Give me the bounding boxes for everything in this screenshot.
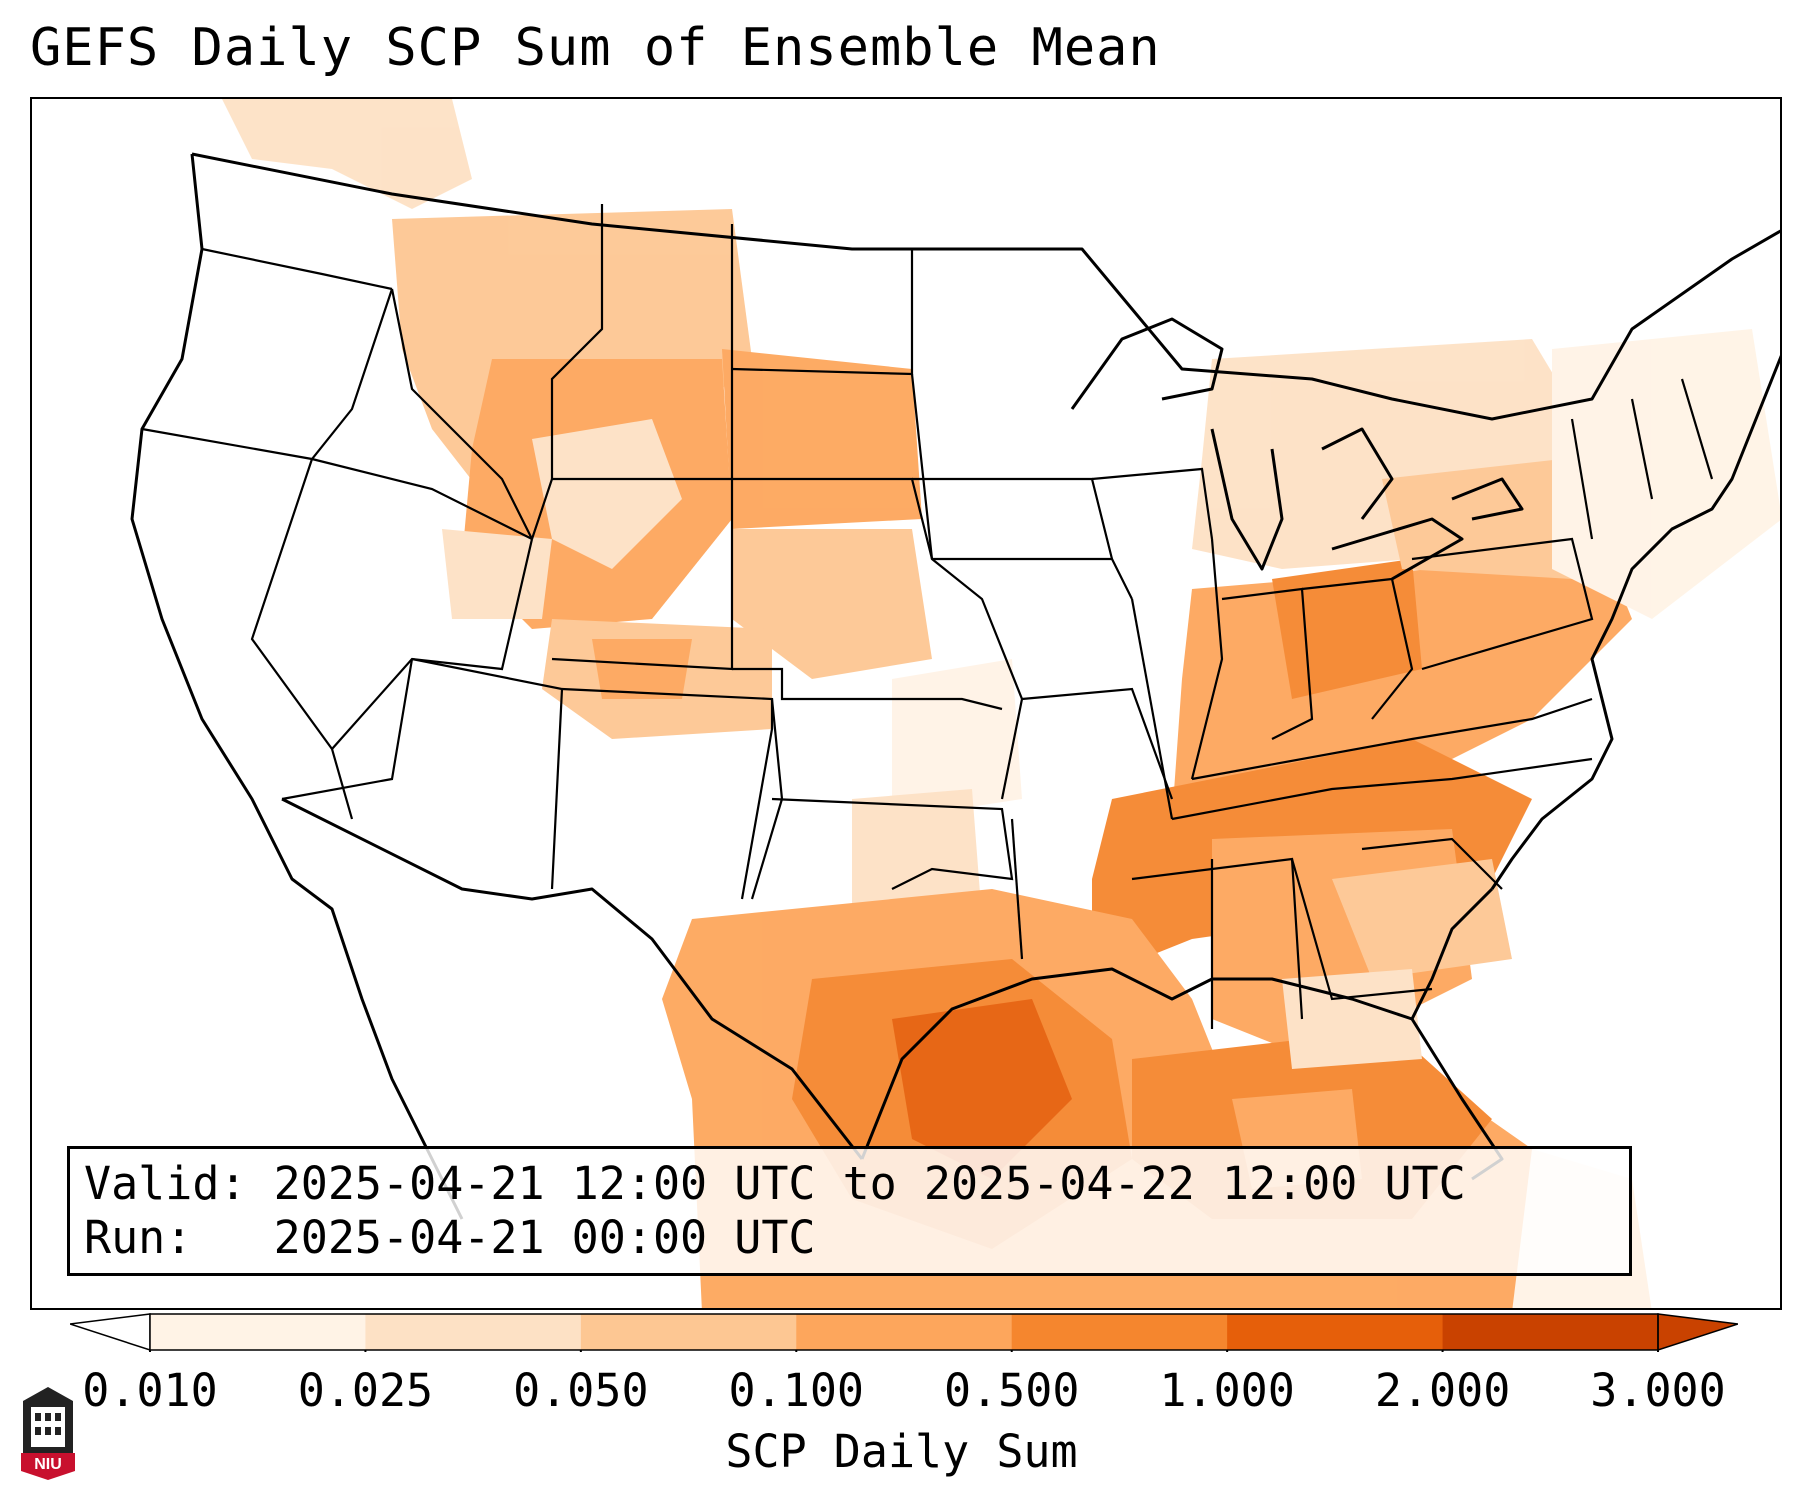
colorbar-segment (796, 1314, 1013, 1350)
colorbar-tick-label: 2.000 (1374, 1364, 1511, 1417)
colorbar-segments (70, 1313, 1738, 1352)
lake-michigan (1210, 428, 1284, 571)
colorbar-tick-label: 0.100 (728, 1364, 865, 1417)
colorbar-outline (149, 1313, 1659, 1351)
map-panel (30, 97, 1782, 1310)
colorbar (70, 1313, 1738, 1352)
colorbar-tick-label: 0.010 (82, 1364, 218, 1417)
run-value: 2025-04-21 00:00 UTC (273, 1211, 816, 1264)
west-coastline (130, 153, 464, 1220)
colorbar-tick-label: 1.000 (1159, 1364, 1295, 1417)
run-row: Run: 2025-04-21 00:00 UTC (84, 1211, 1615, 1265)
colorbar-segment (1227, 1314, 1444, 1350)
colorbar-segment (580, 1314, 797, 1350)
colorbar-tick-label: 0.050 (513, 1364, 649, 1417)
valid-value: 2025-04-21 12:00 UTC to 2025-04-22 12:00… (273, 1157, 1466, 1210)
run-label: Run: (84, 1211, 193, 1264)
valid-row: Valid: 2025-04-21 12:00 UTC to 2025-04-2… (84, 1157, 1615, 1211)
validity-info-box: Valid: 2025-04-21 12:00 UTC to 2025-04-2… (67, 1146, 1632, 1276)
colorbar-tick-label: 0.025 (297, 1364, 434, 1417)
colorbar-tick-label: 3.000 (1590, 1364, 1726, 1417)
colorbar-tick-marks (149, 1350, 1659, 1352)
florida-coast (1410, 887, 1494, 1020)
colorbar-segment (150, 1314, 366, 1350)
scp-shading (222, 99, 1780, 1308)
lake-erie (1331, 517, 1464, 581)
colorbar-segment (1011, 1314, 1228, 1350)
state-boundaries (141, 204, 1714, 1029)
colorbar-segment (1442, 1314, 1659, 1350)
lake-superior (1070, 317, 1224, 410)
niu-logo-text: NIU (34, 1456, 62, 1473)
colorbar-tick-label: 0.500 (943, 1364, 1080, 1417)
canada-border (191, 152, 1780, 421)
colorbar-segment (365, 1314, 582, 1350)
map-boundaries (130, 152, 1780, 1220)
valid-label: Valid: (84, 1157, 247, 1210)
mexico-border (281, 797, 864, 1160)
lake-ontario (1451, 477, 1524, 521)
colorbar-extend-low (70, 1313, 151, 1352)
colorbar-label: SCP Daily Sum (725, 1425, 1078, 1478)
niu-logo: NIU (21, 1387, 75, 1480)
lake-huron (1321, 427, 1394, 520)
east-coastline (1490, 354, 1780, 890)
map-canvas (130, 99, 1780, 1308)
colorbar-extend-high (1657, 1313, 1738, 1352)
map-title: GEFS Daily SCP Sum of Ensemble Mean (30, 18, 1161, 78)
